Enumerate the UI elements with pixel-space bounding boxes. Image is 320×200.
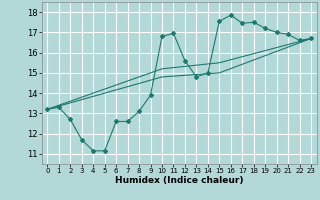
X-axis label: Humidex (Indice chaleur): Humidex (Indice chaleur) — [115, 176, 244, 185]
